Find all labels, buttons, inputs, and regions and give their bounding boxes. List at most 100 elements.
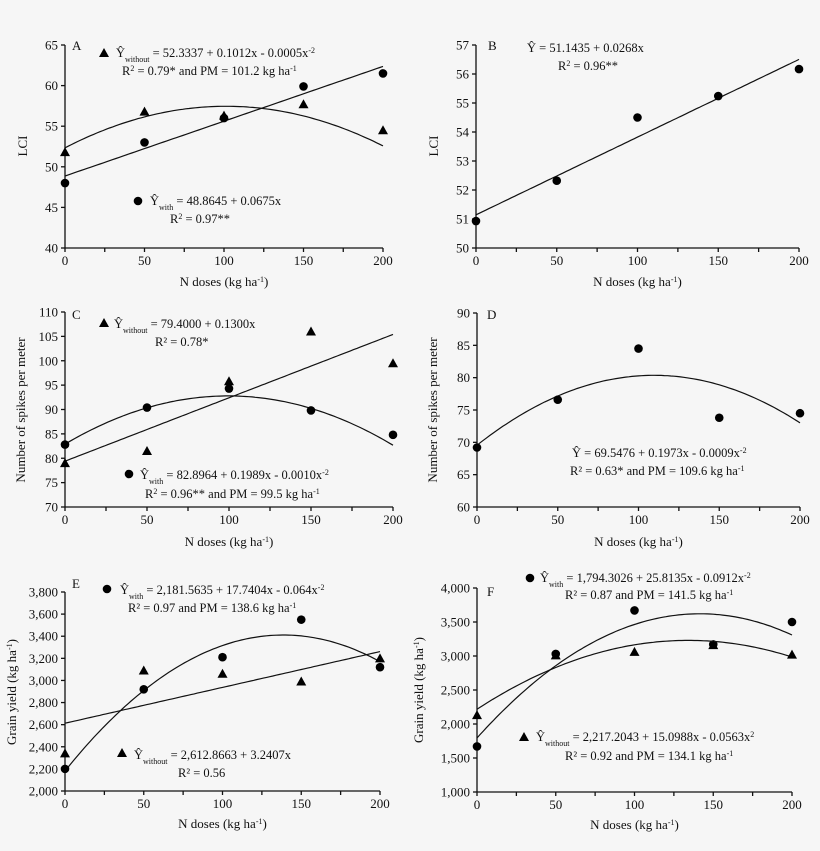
- superscript: -2: [308, 46, 315, 55]
- y-tick-label: 70: [45, 500, 58, 515]
- y-tick-label: 3,000: [29, 673, 58, 688]
- y-tick-label: 3,400: [29, 629, 58, 644]
- text-segment: = 52.3337 + 0.1012x - 0.0005x: [149, 46, 309, 60]
- text-segment: ): [262, 816, 266, 831]
- r-squared-label: R² = 0.97 and PM = 138.6 kg ha-1: [128, 601, 296, 616]
- y-axis-label: Grain yield (kg ha-1): [411, 637, 426, 743]
- circle-point: [306, 406, 316, 415]
- panel-label: F: [487, 584, 494, 599]
- y-tick-label: 110: [39, 305, 58, 320]
- equation-label: Ŷ = 69.5476 + 0.1973x - 0.0009x-2: [572, 446, 747, 461]
- fit-curve-triangle: [64, 105, 384, 149]
- x-tick-label: 0: [62, 253, 69, 268]
- r-squared-label: R² = 0.56: [178, 766, 225, 780]
- x-tick-label: 50: [137, 796, 150, 811]
- x-tick-label: 50: [549, 797, 562, 812]
- x-axis-label: N doses (kg ha-1): [178, 816, 267, 831]
- text-segment: N doses (kg ha: [593, 274, 671, 289]
- y-tick-label: 2,200: [29, 761, 58, 776]
- circle-point: [299, 82, 308, 91]
- r-squared-label: R² = 0.87 and PM = 141.5 kg ha-1: [565, 588, 733, 603]
- text-segment: Ŷ: [116, 46, 125, 60]
- text-segment: N doses (kg ha: [590, 817, 668, 832]
- triangle-point: [217, 668, 228, 678]
- x-axis-label: N doses (kg ha-1): [593, 274, 682, 289]
- y-tick-label: 85: [45, 426, 58, 441]
- y-tick-label: 53: [456, 154, 469, 169]
- text-segment: Grain yield (kg ha: [411, 648, 426, 743]
- r-squared-label: R² = 0.92 and PM = 134.1 kg ha-1: [565, 749, 733, 764]
- r-squared-label: R² = 0.63* and PM = 109.6 kg ha-1: [570, 464, 745, 479]
- superscript: -2: [322, 468, 329, 477]
- r-squared-label: R2 = 0.79* and PM = 101.2 kg ha-1: [122, 64, 297, 79]
- text-segment: R² = 0.97 and PM = 138.6 kg ha: [128, 601, 290, 615]
- x-axis-label: N doses (kg ha-1): [180, 274, 269, 289]
- superscript: -2: [318, 583, 325, 592]
- y-tick-label: 75: [45, 475, 58, 490]
- x-tick-label: 200: [782, 797, 802, 812]
- text-segment: R² = 0.78*: [155, 335, 209, 349]
- y-tick-label: 45: [45, 200, 58, 215]
- x-tick-label: 0: [474, 797, 481, 812]
- triangle-point: [708, 640, 719, 650]
- circle-point: [219, 113, 229, 123]
- text-segment: R² = 0.92 and PM = 134.1 kg ha: [565, 749, 727, 763]
- y-tick-label: 4,000: [441, 581, 470, 596]
- triangle-legend-marker: [117, 748, 127, 757]
- y-tick-label: 2,600: [29, 717, 58, 732]
- circle-point: [140, 138, 149, 147]
- x-tick-label: 0: [62, 796, 69, 811]
- r-squared-label: R2 = 0.96**: [558, 59, 618, 74]
- y-tick-label: 55: [45, 119, 58, 134]
- y-tick-label: 3,500: [441, 615, 470, 630]
- text-segment: Ŷ: [540, 571, 549, 585]
- r-squared-label: R2 = 0.97**: [170, 212, 230, 227]
- circle-point: [378, 69, 388, 78]
- y-tick-label: 1,500: [441, 751, 470, 766]
- superscript: -1: [738, 464, 745, 473]
- text-segment: ): [677, 274, 681, 289]
- circle-legend-marker: [133, 196, 143, 206]
- y-tick-label: 90: [457, 306, 470, 321]
- circle-legend-marker: [124, 469, 134, 479]
- text-segment: ): [4, 639, 19, 643]
- triangle-legend-marker: [519, 732, 529, 741]
- circle-point: [375, 662, 385, 672]
- x-tick-label: 50: [551, 512, 564, 527]
- x-axis-label: N doses (kg ha-1): [590, 817, 679, 832]
- fit-curve-triangle: [476, 639, 793, 710]
- triangle-point: [378, 125, 388, 135]
- y-tick-label: 57: [456, 38, 470, 53]
- y-tick-label: 65: [457, 467, 470, 482]
- equation-label: Ŷwithout = 2,217.2043 + 15.0988x - 0.056…: [536, 730, 754, 748]
- y-tick-label: 70: [457, 435, 470, 450]
- triangle-legend-marker: [99, 318, 109, 327]
- circle-point: [794, 64, 804, 74]
- x-tick-label: 200: [790, 512, 810, 527]
- y-tick-label: 56: [456, 67, 470, 82]
- x-tick-label: 200: [373, 253, 393, 268]
- triangle-point: [388, 358, 398, 368]
- y-tick-label: 85: [457, 338, 470, 353]
- y-tick-label: 2,500: [441, 683, 470, 698]
- text-segment: = 2,612.8663 + 3.2407x: [167, 748, 291, 762]
- y-tick-label: 95: [45, 378, 58, 393]
- triangle-legend-marker: [99, 48, 109, 57]
- superscript: -1: [313, 487, 320, 496]
- y-tick-label: 54: [456, 125, 470, 140]
- y-tick-label: 75: [457, 403, 470, 418]
- text-segment: = 1,794.3026 + 25.8135x - 0.0912x: [563, 571, 745, 585]
- y-tick-label: 100: [39, 353, 59, 368]
- x-tick-label: 100: [628, 253, 648, 268]
- circle-point: [224, 384, 234, 393]
- superscript: -1: [290, 601, 297, 610]
- circle-point: [60, 764, 70, 774]
- panel-D: 60 65 70 75 80 85 90 0 50 100 150 200 D N doses (kg h…: [425, 306, 810, 550]
- text-segment: = 79.4000 + 0.1300x: [147, 317, 256, 331]
- triangle-point: [224, 376, 234, 386]
- circle-point: [218, 652, 227, 662]
- panel-label: A: [72, 38, 82, 53]
- y-axis-label: LCI: [15, 136, 30, 157]
- x-tick-label: 0: [62, 512, 69, 527]
- superscript: -2: [740, 446, 747, 455]
